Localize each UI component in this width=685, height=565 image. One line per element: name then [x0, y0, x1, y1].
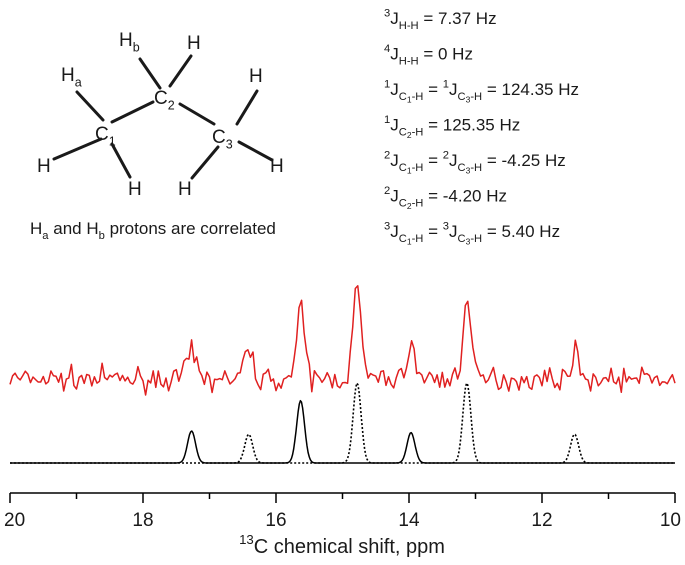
bond-c2-c3: [178, 102, 216, 126]
x-tick-label: 14: [398, 510, 420, 531]
x-tick-label: 16: [265, 510, 286, 531]
atom-ha: Ha: [61, 65, 82, 90]
atom-h-left: H: [37, 156, 51, 177]
coupling-line-4: 1JC2-H = 125.35 Hz: [384, 114, 520, 140]
atom-h-c2-top: H: [187, 33, 201, 54]
atom-h-c3-top: H: [249, 66, 263, 87]
bond-c1-c2: [110, 100, 155, 124]
atom-hb: Hb: [119, 30, 140, 55]
atom-c2: C2: [154, 88, 175, 113]
series-layer: [9, 285, 676, 464]
coupling-line-5: 2JC1-H = 2JC3-H = -4.25 Hz: [384, 149, 566, 175]
x-tick-label: 10: [660, 510, 681, 531]
spectrum-series-3: [10, 382, 675, 464]
x-tick-label: 20: [4, 510, 25, 531]
spectrum-series-1: [9, 285, 676, 396]
x-axis: 20 18 16 14 12 10: [4, 492, 681, 531]
x-tick-label: 12: [531, 510, 552, 531]
spectrum-series-2: [10, 399, 675, 464]
coupling-constants-list: 3JH-H = 7.37 Hz 4JH-H = 0 Hz 1JC1-H = 1JC3…: [384, 7, 579, 246]
atom-h-c3-right: H: [270, 156, 284, 177]
molecule-diagram: C1 C2 C3 Ha Hb H H H H H H Ha and Hb pro…: [30, 30, 284, 242]
coupling-line-7: 3JC1-H = 3JC3-H = 5.40 Hz: [384, 220, 560, 246]
x-tick-label: 18: [132, 510, 153, 531]
atom-c1: C1: [95, 124, 116, 149]
correlation-caption: Ha and Hb protons are correlated: [30, 219, 276, 242]
bond-c3-h-up: [235, 89, 259, 126]
coupling-line-1: 3JH-H = 7.37 Hz: [384, 7, 497, 32]
bond-c2-hb: [138, 57, 162, 90]
x-axis-label: 13C chemical shift, ppm: [239, 532, 445, 558]
bond-c1-ha: [75, 90, 105, 122]
bond-c2-h: [168, 54, 193, 88]
coupling-line-3: 1JC1-H = 1JC3-H = 124.35 Hz: [384, 78, 579, 104]
bonds: [52, 54, 274, 180]
coupling-line-6: 2JC2-H = -4.20 Hz: [384, 185, 507, 211]
bond-c3-h-down: [190, 145, 220, 180]
atom-h-c3-bottom: H: [178, 179, 192, 200]
bond-c3-h-right: [237, 140, 274, 162]
atom-labels: C1 C2 C3 Ha Hb H H H H H H: [37, 30, 284, 200]
atom-h-c1-bottom: H: [128, 179, 142, 200]
coupling-line-2: 4JH-H = 0 Hz: [384, 43, 473, 68]
bond-c1-h-down: [110, 142, 132, 179]
atom-c3: C3: [212, 127, 233, 152]
nmr-spectrum-chart: 20 18 16 14 12 10 13C chemical shift, ppm: [4, 285, 681, 558]
bond-c1-h: [52, 137, 103, 161]
